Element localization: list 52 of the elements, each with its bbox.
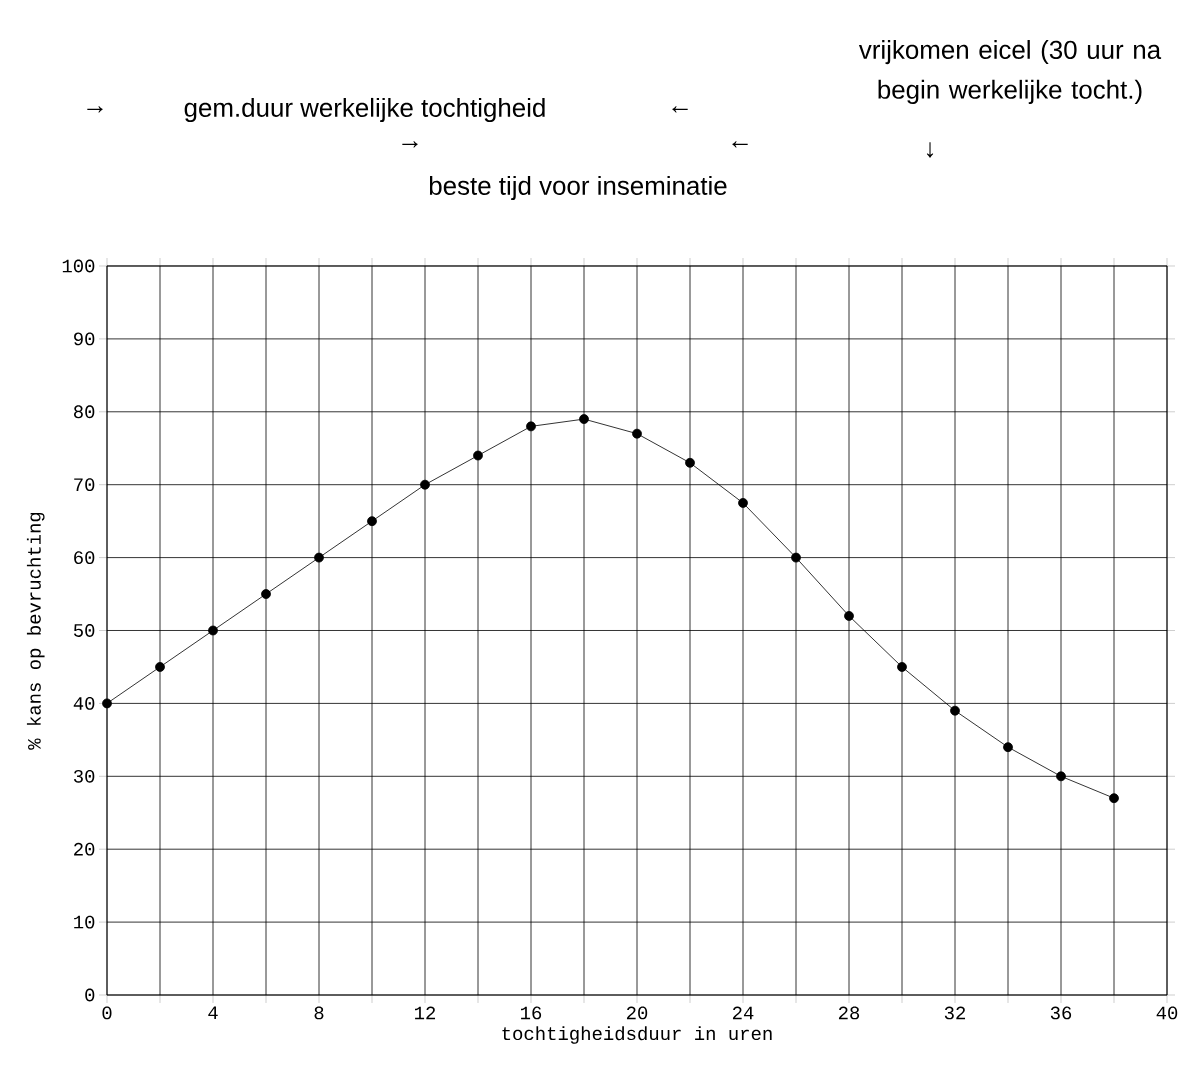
- x-tick-label: 4: [208, 1006, 218, 1019]
- x-axis-title: tochtigheidsduur in uren: [502, 1026, 772, 1044]
- point: [738, 498, 748, 508]
- point: [314, 552, 324, 563]
- y-tick-label: 10: [74, 915, 95, 929]
- y-tick-label: 100: [62, 259, 95, 273]
- x-tick-label: 24: [732, 1006, 754, 1020]
- y-tick-label: 30: [73, 769, 95, 783]
- x-tick-label: 20: [626, 1006, 648, 1020]
- y-tick-label: 90: [74, 332, 95, 346]
- text: →: [87, 106, 103, 113]
- text: ↓: [926, 142, 934, 158]
- y-tick-label: 50: [73, 624, 95, 637]
- point: [367, 516, 377, 527]
- point: [1003, 742, 1013, 753]
- point: [1056, 771, 1066, 782]
- point: [844, 611, 854, 621]
- x-tick-label: 16: [521, 1006, 542, 1020]
- text: vrijkomen eicel (30 uur na begin werkelijke tocht.): [858, 39, 1162, 104]
- point: [950, 705, 960, 716]
- y-tick-label: 0: [85, 988, 95, 1002]
- point: [632, 428, 642, 439]
- point: [420, 479, 430, 490]
- y-tick-label: 20: [74, 842, 95, 856]
- text: gem.duur werkelijke tochtigheid: [184, 97, 545, 123]
- x-tick-label: 40: [1156, 1006, 1178, 1020]
- y-tick-label: 40: [73, 696, 95, 710]
- y-tick-label: 60: [74, 551, 95, 565]
- x-tick-label: 32: [944, 1006, 966, 1020]
- point: [791, 552, 801, 563]
- point: [579, 414, 589, 424]
- point: [102, 698, 112, 709]
- point: [208, 625, 218, 636]
- point: [526, 421, 536, 432]
- y-tick-label: 80: [74, 405, 95, 419]
- text: →: [402, 141, 418, 148]
- y-tick-label: 70: [74, 478, 95, 492]
- point: [155, 662, 165, 672]
- x-tick-label: 36: [1050, 1006, 1072, 1020]
- x-tick-label: 0: [102, 1006, 112, 1020]
- text: ←: [672, 106, 688, 113]
- point: [261, 589, 271, 599]
- point: [1109, 793, 1119, 804]
- x-tick-label: 12: [415, 1006, 436, 1020]
- point: [685, 457, 695, 468]
- x-tick-label: 8: [314, 1006, 324, 1020]
- text: ←: [732, 141, 748, 148]
- x-tick-label: 28: [838, 1006, 860, 1020]
- text: beste tijd voor inseminatie: [429, 175, 727, 201]
- point: [897, 662, 907, 672]
- y-axis-title: % kans op bevruchting: [26, 512, 45, 750]
- point: [473, 450, 483, 461]
